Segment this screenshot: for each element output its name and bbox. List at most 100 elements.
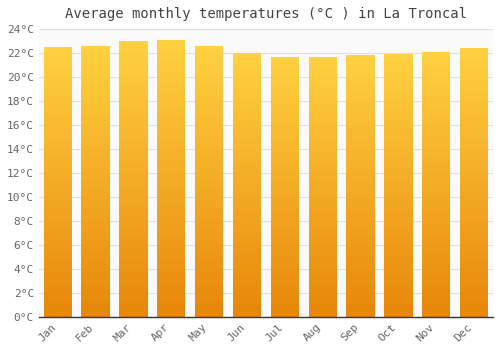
- Bar: [346, 190, 375, 195]
- Bar: [270, 291, 299, 295]
- Bar: [82, 150, 110, 154]
- Bar: [44, 155, 72, 160]
- Bar: [308, 87, 337, 91]
- Bar: [195, 122, 224, 127]
- Bar: [119, 78, 148, 82]
- Bar: [270, 286, 299, 291]
- Bar: [308, 100, 337, 104]
- Bar: [157, 289, 186, 294]
- Bar: [346, 142, 375, 147]
- Bar: [157, 155, 186, 160]
- Bar: [195, 217, 224, 222]
- Bar: [422, 229, 450, 233]
- Bar: [308, 57, 337, 61]
- Bar: [422, 184, 450, 189]
- Bar: [44, 191, 72, 195]
- Bar: [270, 234, 299, 239]
- Bar: [82, 55, 110, 60]
- Bar: [270, 222, 299, 226]
- Bar: [119, 216, 148, 220]
- Bar: [384, 269, 412, 273]
- Bar: [346, 208, 375, 212]
- Bar: [233, 132, 261, 137]
- Bar: [44, 168, 72, 173]
- Bar: [308, 139, 337, 144]
- Bar: [157, 164, 186, 169]
- Bar: [460, 71, 488, 75]
- Bar: [119, 105, 148, 110]
- Bar: [195, 132, 224, 136]
- Bar: [119, 114, 148, 119]
- Bar: [233, 119, 261, 123]
- Bar: [308, 61, 337, 65]
- Bar: [157, 188, 186, 192]
- Bar: [308, 256, 337, 260]
- Bar: [233, 229, 261, 233]
- Bar: [384, 238, 412, 243]
- Bar: [384, 203, 412, 208]
- Bar: [233, 172, 261, 176]
- Bar: [384, 260, 412, 264]
- Bar: [460, 182, 488, 187]
- Bar: [346, 125, 375, 130]
- Bar: [460, 201, 488, 205]
- Bar: [195, 186, 224, 190]
- Bar: [195, 172, 224, 177]
- Bar: [384, 142, 412, 146]
- Bar: [119, 87, 148, 92]
- Bar: [119, 92, 148, 96]
- Bar: [195, 240, 224, 245]
- Bar: [119, 289, 148, 294]
- Bar: [346, 177, 375, 182]
- Bar: [233, 308, 261, 313]
- Bar: [44, 272, 72, 276]
- Bar: [460, 191, 488, 196]
- Bar: [308, 152, 337, 156]
- Bar: [157, 174, 186, 178]
- Bar: [233, 57, 261, 62]
- Bar: [346, 112, 375, 117]
- Bar: [460, 147, 488, 151]
- Bar: [119, 147, 148, 151]
- Bar: [308, 65, 337, 70]
- Bar: [233, 260, 261, 264]
- Bar: [384, 168, 412, 173]
- Bar: [460, 187, 488, 191]
- Bar: [460, 151, 488, 156]
- Bar: [157, 252, 186, 257]
- Bar: [233, 242, 261, 246]
- Bar: [308, 70, 337, 74]
- Bar: [233, 299, 261, 303]
- Bar: [195, 68, 224, 73]
- Bar: [460, 294, 488, 299]
- Bar: [384, 111, 412, 116]
- Bar: [422, 273, 450, 277]
- Bar: [460, 178, 488, 182]
- Bar: [157, 294, 186, 298]
- Bar: [157, 280, 186, 285]
- Bar: [308, 213, 337, 217]
- Bar: [346, 134, 375, 138]
- Bar: [384, 85, 412, 89]
- Bar: [233, 93, 261, 97]
- Bar: [44, 83, 72, 88]
- Bar: [270, 304, 299, 308]
- Bar: [157, 224, 186, 229]
- Bar: [233, 185, 261, 189]
- Bar: [384, 120, 412, 124]
- Bar: [384, 164, 412, 168]
- Bar: [119, 55, 148, 60]
- Bar: [346, 243, 375, 247]
- Bar: [233, 207, 261, 211]
- Bar: [346, 99, 375, 103]
- Bar: [157, 141, 186, 146]
- Bar: [82, 195, 110, 199]
- Bar: [308, 108, 337, 113]
- Bar: [44, 249, 72, 254]
- Bar: [384, 190, 412, 194]
- Bar: [270, 126, 299, 130]
- Bar: [44, 303, 72, 308]
- Bar: [82, 100, 110, 105]
- Bar: [384, 93, 412, 98]
- Bar: [270, 122, 299, 126]
